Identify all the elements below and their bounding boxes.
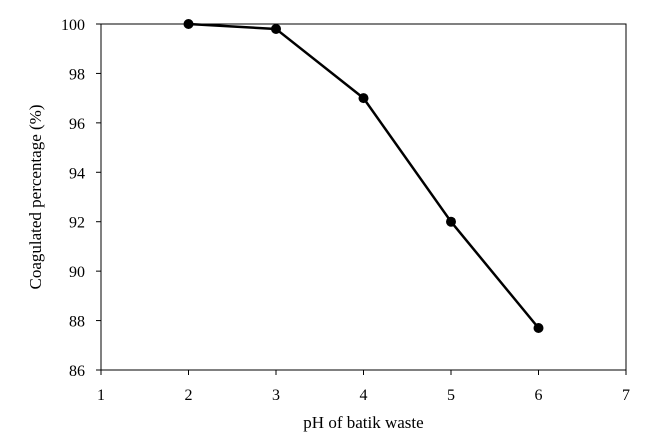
data-point bbox=[183, 19, 194, 29]
x-tick-label: 7 bbox=[622, 387, 630, 404]
y-tick-label: 94 bbox=[69, 165, 85, 182]
y-tick-label: 96 bbox=[69, 116, 85, 133]
x-axis-title: pH of batik waste bbox=[303, 413, 423, 432]
y-tick-label: 88 bbox=[69, 314, 85, 331]
x-axis-ticks: 1 2 3 4 5 6 7 bbox=[97, 370, 630, 404]
data-point bbox=[271, 23, 281, 34]
x-tick-label: 2 bbox=[185, 387, 193, 404]
x-tick-label: 1 bbox=[97, 387, 105, 404]
data-point bbox=[358, 93, 369, 104]
y-axis-ticks: 86 88 90 92 94 96 98 100 bbox=[61, 17, 101, 380]
y-tick-label: 92 bbox=[69, 215, 85, 232]
x-tick-label: 6 bbox=[535, 387, 543, 404]
x-tick-label: 3 bbox=[272, 387, 280, 404]
y-tick-label: 100 bbox=[61, 17, 85, 34]
y-tick-label: 90 bbox=[69, 264, 85, 281]
y-axis-title: Coagulated percentage (%) bbox=[26, 104, 45, 289]
x-tick-label: 5 bbox=[447, 387, 455, 404]
x-tick-label: 4 bbox=[360, 387, 368, 404]
series-line bbox=[188, 22, 540, 329]
y-tick-label: 98 bbox=[69, 66, 85, 83]
data-point bbox=[446, 216, 456, 227]
series-layer bbox=[183, 19, 544, 333]
y-tick-label: 86 bbox=[69, 363, 85, 380]
plot-area-frame bbox=[100, 23, 627, 371]
data-point bbox=[533, 322, 544, 333]
